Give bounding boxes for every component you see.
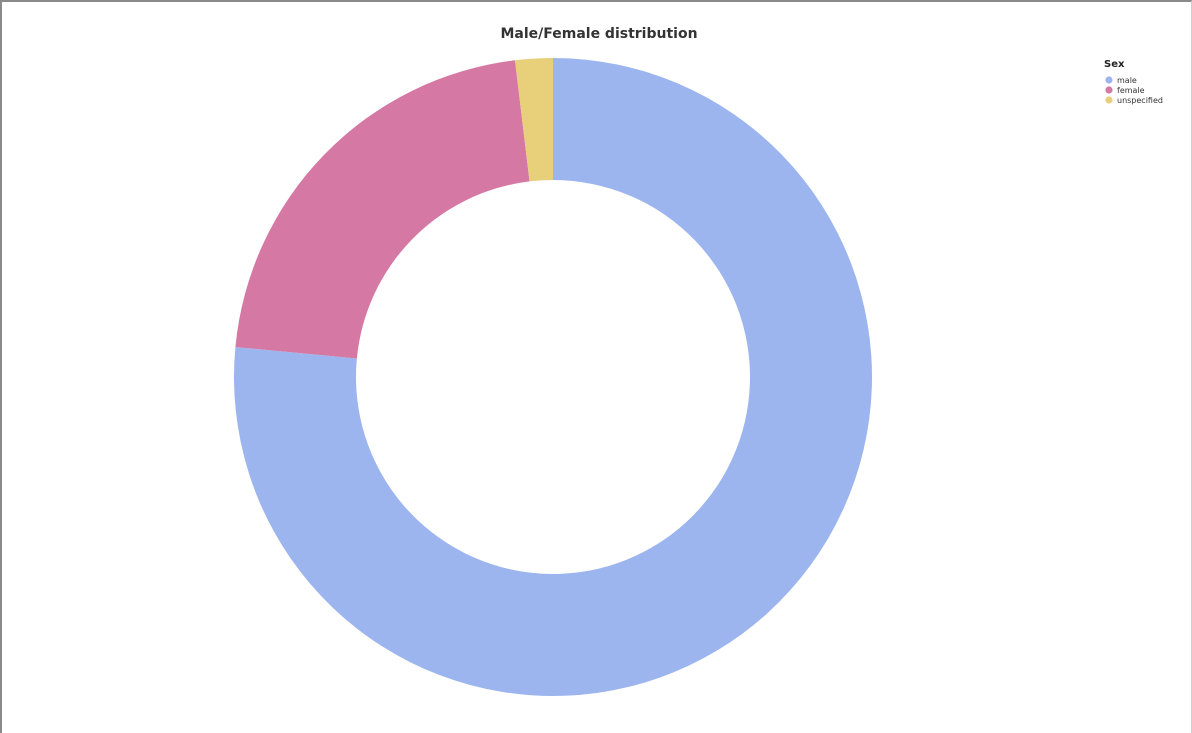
donut-slices: [233, 58, 872, 696]
legend-swatch-unspecified: [1105, 96, 1113, 104]
legend-title: Sex: [1104, 59, 1125, 70]
legend-label-unspecified: unspecified: [1117, 96, 1163, 105]
slice-female[interactable]: [235, 60, 530, 359]
slice-male[interactable]: [233, 58, 872, 696]
legend-label-male: male: [1117, 76, 1137, 85]
legend-swatch-female: [1105, 86, 1113, 94]
legend-swatch-male: [1105, 76, 1113, 84]
chart-title: Male/Female distribution: [500, 26, 697, 42]
legend-label-female: female: [1117, 86, 1145, 95]
slice-unspecified[interactable]: [515, 58, 553, 182]
